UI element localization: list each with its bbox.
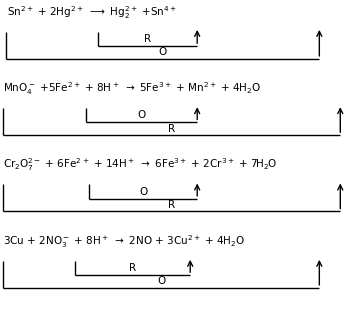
Text: O: O — [157, 276, 165, 287]
Text: Sn$^{2+}$ + 2Hg$^{2+}$ $\longrightarrow$ Hg$_2^{2+}$ +Sn$^{4+}$: Sn$^{2+}$ + 2Hg$^{2+}$ $\longrightarrow$… — [7, 4, 177, 21]
Text: O: O — [139, 187, 147, 197]
Text: R: R — [129, 263, 136, 273]
Text: R: R — [168, 200, 176, 210]
Text: R: R — [144, 34, 151, 44]
Text: R: R — [168, 124, 176, 134]
Text: MnO$_4^-$ +5Fe$^{2+}$ + 8H$^+$ $\rightarrow$ 5Fe$^{3+}$ + Mn$^{2+}$ + 4H$_2$O: MnO$_4^-$ +5Fe$^{2+}$ + 8H$^+$ $\rightar… — [3, 80, 262, 97]
Text: Cr$_2$O$_7^{2-}$ + 6Fe$^{2+}$ + 14H$^+$ $\rightarrow$ 6Fe$^{3+}$ + 2Cr$^{3+}$ + : Cr$_2$O$_7^{2-}$ + 6Fe$^{2+}$ + 14H$^+$ … — [3, 156, 278, 173]
Text: O: O — [137, 110, 146, 120]
Text: 3Cu + 2NO$_3^-$ + 8H$^+$ $\rightarrow$ 2NO + 3Cu$^{2+}$ + 4H$_2$O: 3Cu + 2NO$_3^-$ + 8H$^+$ $\rightarrow$ 2… — [3, 233, 246, 250]
Text: O: O — [159, 47, 167, 58]
